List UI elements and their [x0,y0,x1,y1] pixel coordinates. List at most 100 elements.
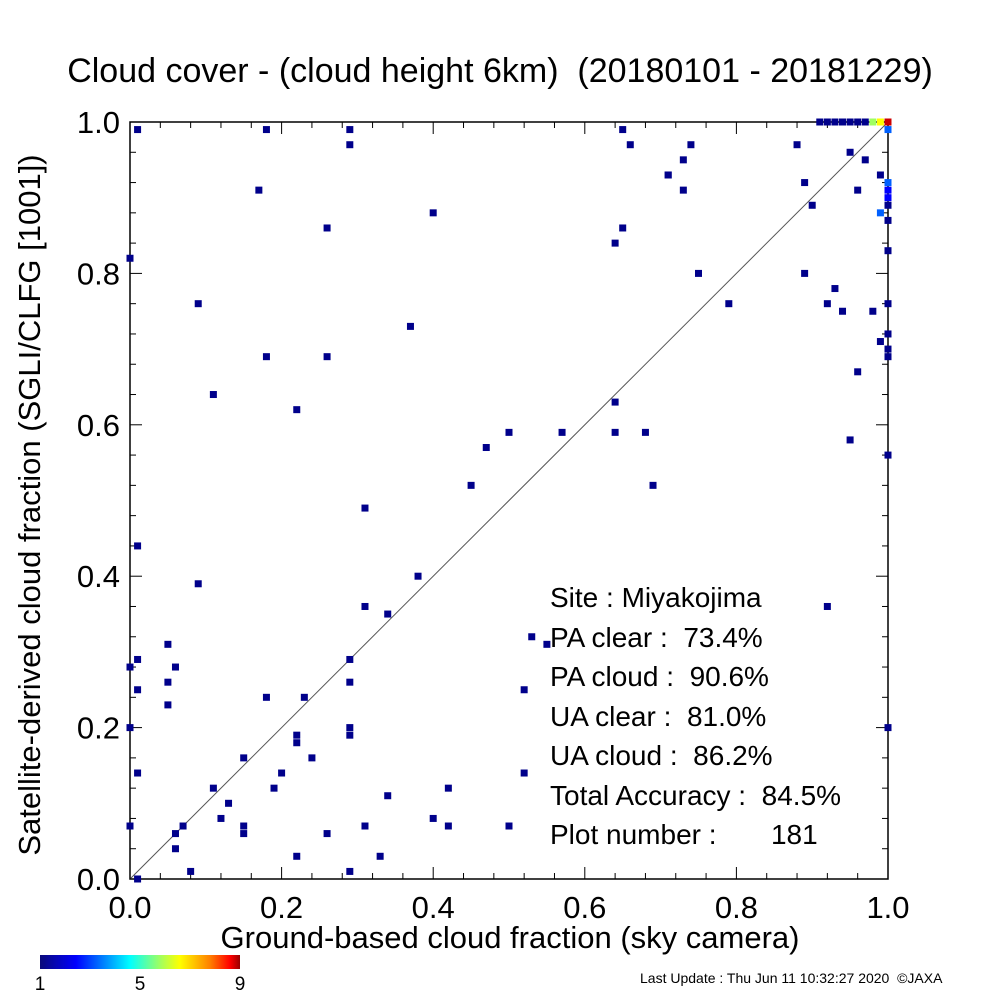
x-tick-label: 0.2 [260,890,303,925]
data-point [262,353,270,361]
plot-frame [129,121,889,880]
data-point [528,633,536,641]
data-point [520,769,528,777]
data-point [134,769,142,777]
data-point [641,428,649,436]
data-point [876,338,884,346]
ua-clear-stat: UA clear : 81.0% [550,700,767,732]
pa-clear-stat: PA clear : 73.4% [550,621,763,653]
colorbar-tick-min: 1 [34,974,46,995]
data-point [308,754,316,762]
data-point [823,602,831,610]
statistics-panel: Site : Miyakojima PA clear : 73.4% PA cl… [550,582,841,859]
data-point [823,300,831,308]
ua-cloud-stat: UA cloud : 86.2% [550,740,773,771]
data-point [262,126,270,134]
x-tick-label: 0.8 [715,890,758,925]
data-point [346,141,354,149]
data-point [846,118,854,126]
data-point [346,126,354,134]
data-point [679,186,687,194]
data-point [846,148,854,156]
data-point [209,391,217,399]
colorbar [40,955,240,969]
data-point [346,678,354,686]
data-point [793,141,801,149]
data-point [884,451,892,459]
data-point [126,254,134,262]
chart-title: Cloud cover - (cloud height 6km) (201801… [67,52,933,90]
data-point [384,792,392,800]
data-point [361,504,369,512]
data-point [505,822,513,830]
data-point [209,784,217,792]
data-point [134,655,142,663]
data-point [171,845,179,853]
data-point [300,693,308,701]
data-point [611,428,619,436]
data-point [611,398,619,406]
data-point [406,322,414,330]
data-point [262,693,270,701]
data-point [376,852,384,860]
data-point [414,572,422,580]
data-point [861,118,869,126]
data-point [270,784,278,792]
data-point [725,300,733,308]
data-point [444,784,452,792]
data-point [816,118,824,126]
data-point [854,118,862,126]
data-point [323,830,331,838]
data-point [217,814,225,822]
data-point [278,769,286,777]
y-tick-label: 0.0 [77,862,120,897]
data-point [361,822,369,830]
data-point [164,678,172,686]
data-point [679,156,687,164]
data-point [361,602,369,610]
data-point [884,247,892,255]
data-point [884,724,892,732]
data-point [164,640,172,648]
data-point [846,436,854,444]
dense-data-cell [884,126,892,134]
data-point [293,731,301,739]
data-point [854,368,862,376]
data-point [255,186,263,194]
x-axis-label: Ground-based cloud fraction (sky camera) [220,920,800,955]
data-point [323,353,331,361]
data-point [171,830,179,838]
data-point [884,353,892,361]
data-point [664,171,672,179]
data-point [293,739,301,747]
data-point [861,156,869,164]
data-point [346,655,354,663]
colorbar-tick-mid: 5 [134,974,146,995]
dense-data-cell [876,209,884,217]
data-point [346,867,354,875]
data-point [801,179,809,187]
data-point [467,481,475,489]
data-point [134,686,142,694]
data-point [839,307,847,315]
data-point [876,171,884,179]
data-point [164,701,172,709]
data-point [695,269,702,277]
data-point [429,209,437,217]
data-point [179,822,187,830]
data-point [831,118,839,126]
data-point [884,201,892,209]
y-tick-label: 1.0 [77,105,120,140]
data-point [884,300,892,308]
data-point [134,875,142,883]
data-point [619,224,627,232]
data-point [134,126,142,134]
pa-cloud-stat: PA cloud : 90.6% [550,661,769,692]
data-point [823,118,831,126]
data-point [831,285,839,293]
data-point [649,481,657,489]
data-point [134,542,142,550]
y-tick-label: 0.6 [77,408,120,443]
data-point [505,428,513,436]
